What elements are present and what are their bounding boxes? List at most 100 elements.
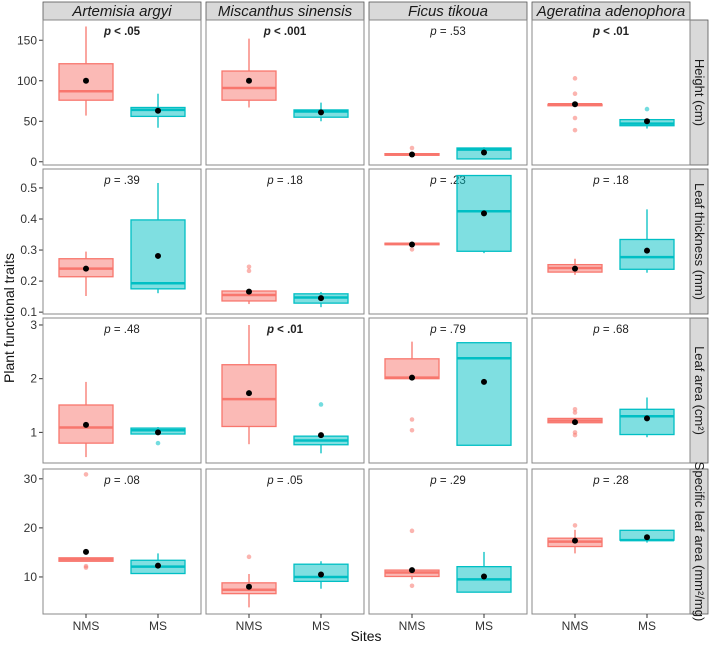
panel: p = .05 [205,468,365,615]
panel: p = .28 [531,468,691,615]
mean-point [644,534,650,541]
mean-point [572,537,578,544]
p-value-text: = .28 [600,475,629,487]
panels-group: Artemisia argyi Miscanthus sinensis Ficus … [17,1,709,633]
outlier-point [572,410,578,415]
p-symbol: p [103,26,111,38]
panel: p = .53 [368,19,528,166]
mean-point [572,101,578,108]
box-nms [58,404,114,444]
outlier-point [572,406,578,412]
panel: p < .001 [205,19,365,166]
outlier-point [246,264,252,270]
mean-point [155,429,161,436]
outlier-point [155,440,161,446]
y-tick-label: 0.3 [20,243,37,257]
y-tick-label: 0.5 [20,181,37,195]
mean-point [409,567,415,574]
panel-frame [368,19,528,166]
p-symbol: p [103,324,111,336]
x-tick-label: MS [149,619,167,633]
p-value-label: p = .05 [266,475,303,487]
y-tick-label: 10 [24,570,38,584]
x-tick-label: MS [312,619,330,633]
panel-frame [531,317,691,464]
outlier-point [644,106,650,112]
p-value-label: p < .01 [266,324,304,336]
mean-point [318,432,324,439]
p-symbol: p [266,475,274,487]
panel: p = .48 [42,317,202,464]
p-symbol: p [429,175,437,187]
p-symbol: p [592,26,600,38]
panel: p = .68 [531,317,691,464]
mean-point [572,419,578,426]
x-tick-label: NMS [562,619,589,633]
panel: p = .08 [42,468,202,615]
x-axis-title: Sites [350,628,381,644]
outlier-point [572,76,578,81]
mean-point [246,77,252,84]
mean-point [644,118,650,125]
outlier-point [409,528,415,534]
p-symbol: p [266,175,274,187]
mean-point [246,288,252,295]
panel-frame [531,19,691,166]
p-symbol: p [592,324,600,336]
p-value-text: < .01 [274,324,304,336]
p-symbol: p [266,324,274,336]
mean-point [83,265,89,272]
p-value-label: p = .39 [103,175,140,187]
panel: p = .18 [531,168,691,315]
mean-point [481,149,487,156]
row-strip-label: Height (cm) [692,59,707,126]
outlier-point [572,115,578,121]
p-value-text: = .68 [600,324,629,336]
p-value-text: = .08 [111,475,140,487]
p-value-text: = .05 [274,475,303,487]
y-tick-label: 0.4 [20,212,37,226]
p-value-label: p = .18 [266,175,303,187]
outlier-point [246,268,252,274]
p-value-text: = .18 [600,175,629,187]
p-value-label: p = .48 [103,324,140,336]
y-tick-label: 100 [17,74,37,88]
mean-point [155,107,161,114]
outlier-point [318,402,324,407]
p-value-text: = .79 [437,324,466,336]
panel: p < .01 [531,19,691,166]
mean-point [83,548,89,555]
box-nms [221,70,277,101]
mean-point [481,573,487,580]
column-strip-label: Ficus tikoua [408,3,488,20]
outlier-point [409,417,415,422]
mean-point [318,295,324,302]
outlier-point [572,523,578,528]
p-value-text: < .05 [111,26,141,38]
outlier-point [572,91,578,97]
p-symbol: p [592,175,600,187]
outlier-point [572,127,578,133]
outlier-point [409,145,415,151]
panel: p = .39 [42,168,202,315]
mean-point [246,390,252,397]
p-symbol: p [429,475,437,487]
p-value-label: p = .53 [429,26,466,38]
outlier-point [409,247,415,252]
box-ms [456,342,512,446]
panel-frame [42,468,202,615]
row-strip-label: Leaf area (cm²) [692,346,707,435]
panel: p < .01 [205,317,365,464]
panel-frame [205,168,365,315]
p-value-label: p = .28 [592,475,629,487]
p-value-label: p = .18 [592,175,629,187]
y-tick-label: 0 [30,155,37,169]
outlier-point [409,427,415,433]
mean-point [481,378,487,385]
p-value-label: p < .05 [103,26,141,38]
p-value-text: < .001 [271,26,307,38]
p-value-label: p = .29 [429,475,466,487]
p-symbol: p [429,26,437,38]
y-axis-title: Plant functional traits [1,253,17,383]
x-tick-label: NMS [236,619,263,633]
